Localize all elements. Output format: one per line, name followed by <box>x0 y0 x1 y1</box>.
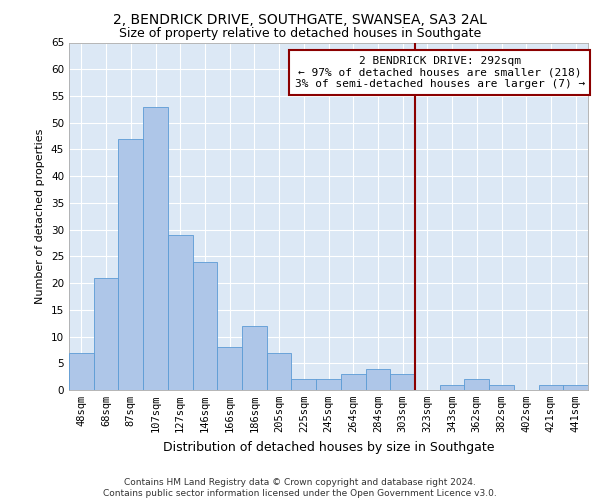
Text: 2, BENDRICK DRIVE, SOUTHGATE, SWANSEA, SA3 2AL: 2, BENDRICK DRIVE, SOUTHGATE, SWANSEA, S… <box>113 12 487 26</box>
Bar <box>390 374 415 390</box>
Bar <box>341 374 365 390</box>
Bar <box>365 368 390 390</box>
Bar <box>193 262 217 390</box>
Bar <box>539 384 563 390</box>
Bar <box>69 352 94 390</box>
Bar <box>143 106 168 390</box>
Bar <box>563 384 588 390</box>
Bar <box>440 384 464 390</box>
Bar <box>489 384 514 390</box>
Text: Size of property relative to detached houses in Southgate: Size of property relative to detached ho… <box>119 28 481 40</box>
Text: 2 BENDRICK DRIVE: 292sqm
← 97% of detached houses are smaller (218)
3% of semi-d: 2 BENDRICK DRIVE: 292sqm ← 97% of detach… <box>295 56 585 89</box>
Y-axis label: Number of detached properties: Number of detached properties <box>35 128 46 304</box>
Bar <box>316 380 341 390</box>
Bar <box>94 278 118 390</box>
Bar <box>217 347 242 390</box>
Text: Contains HM Land Registry data © Crown copyright and database right 2024.
Contai: Contains HM Land Registry data © Crown c… <box>103 478 497 498</box>
Bar <box>168 235 193 390</box>
Bar <box>267 352 292 390</box>
Bar <box>464 380 489 390</box>
Bar <box>118 138 143 390</box>
X-axis label: Distribution of detached houses by size in Southgate: Distribution of detached houses by size … <box>163 440 494 454</box>
Bar <box>242 326 267 390</box>
Bar <box>292 380 316 390</box>
